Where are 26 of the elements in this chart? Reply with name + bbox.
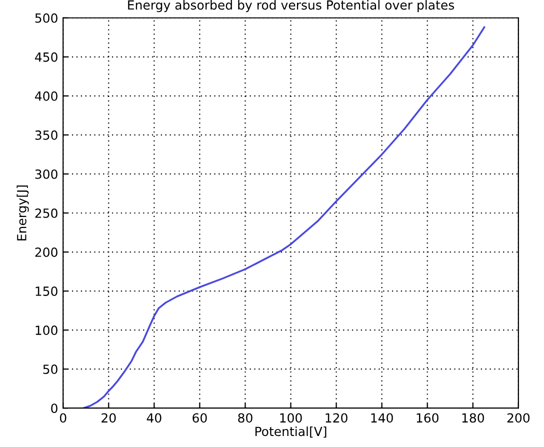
line-series bbox=[82, 26, 486, 408]
y-tick-label: 100 bbox=[36, 326, 58, 335]
x-tick-label: 180 bbox=[462, 413, 484, 423]
x-tick-label: 100 bbox=[280, 413, 302, 423]
x-tick-label: 40 bbox=[146, 413, 162, 423]
y-tick-label: 450 bbox=[34, 52, 58, 62]
x-tick-label: 160 bbox=[416, 413, 438, 423]
x-tick-label: 20 bbox=[102, 413, 116, 423]
x-tick-label: 120 bbox=[326, 413, 348, 423]
y-tick-label: 50 bbox=[43, 364, 58, 374]
x-axis-title: Potential[V] bbox=[255, 426, 326, 438]
x-tick-label: 0 bbox=[60, 413, 66, 423]
x-tick-label: 60 bbox=[192, 413, 207, 423]
y-tick-label: 200 bbox=[35, 247, 58, 257]
x-tick-label: 200 bbox=[507, 413, 530, 423]
y-tick-label: 0 bbox=[51, 404, 58, 414]
y-tick-label: 350 bbox=[35, 130, 58, 140]
y-tick-label: 400 bbox=[34, 91, 58, 101]
x-tick-label: 80 bbox=[238, 413, 252, 423]
y-tick-label: 150 bbox=[36, 286, 58, 296]
y-tick-label: 500 bbox=[35, 13, 58, 23]
y-axis-title: Energy[J] bbox=[16, 185, 29, 240]
x-tick-label: 140 bbox=[371, 413, 393, 423]
y-tick-label: 250 bbox=[35, 208, 58, 218]
y-tick-label: 300 bbox=[35, 169, 58, 179]
chart-title: Energy absorbed by rod versus Potential over plates bbox=[128, 0, 454, 12]
